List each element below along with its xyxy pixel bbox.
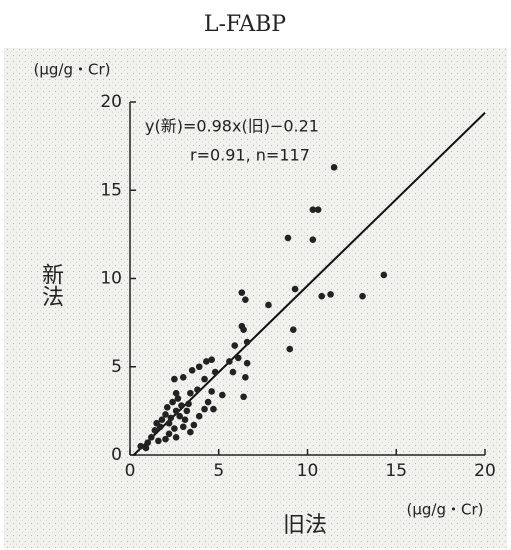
data-point xyxy=(201,375,208,383)
data-point xyxy=(330,164,338,171)
data-point xyxy=(187,389,194,397)
data-point xyxy=(190,421,198,429)
data-point xyxy=(265,301,272,309)
data-point xyxy=(284,234,292,242)
data-point xyxy=(231,342,239,349)
data-point xyxy=(380,271,388,279)
y-axis-label: 新法 xyxy=(38,263,64,307)
data-point xyxy=(178,402,185,409)
data-point xyxy=(211,368,219,376)
data-point xyxy=(188,366,196,374)
data-point xyxy=(309,236,317,243)
x-axis-label: 旧法 xyxy=(283,513,327,538)
x-tick-label: 20 xyxy=(474,461,496,481)
data-point xyxy=(314,206,322,213)
panel-background xyxy=(4,48,507,548)
data-point xyxy=(195,363,203,371)
data-point xyxy=(327,291,334,298)
data-point xyxy=(229,368,237,376)
data-point xyxy=(290,326,297,333)
y-tick-label: 10 xyxy=(100,269,122,289)
data-point xyxy=(243,338,251,346)
data-point xyxy=(174,395,182,402)
data-point xyxy=(240,326,247,333)
y-tick-label: 5 xyxy=(111,357,122,377)
x-tick-label: 0 xyxy=(125,461,136,481)
data-point xyxy=(359,292,366,300)
data-point xyxy=(201,405,208,413)
y-unit: (μg/g・Cr) xyxy=(34,61,111,79)
data-point xyxy=(169,398,176,406)
data-point xyxy=(318,292,326,300)
data-point xyxy=(195,412,203,420)
data-point xyxy=(163,404,171,411)
data-point xyxy=(187,428,194,436)
data-point xyxy=(194,386,201,393)
data-point xyxy=(242,374,249,381)
data-point xyxy=(172,407,180,415)
data-point xyxy=(151,426,159,434)
annotation: r=0.91, n=117 xyxy=(190,146,310,165)
y-tick-label: 15 xyxy=(100,180,122,200)
data-point xyxy=(204,398,212,406)
data-point xyxy=(167,414,175,422)
data-point xyxy=(242,296,249,303)
data-point xyxy=(208,388,215,395)
data-point xyxy=(243,359,251,367)
data-point xyxy=(208,356,215,363)
data-point xyxy=(210,405,217,413)
data-point xyxy=(179,423,187,431)
data-point xyxy=(172,434,180,441)
data-point xyxy=(153,419,160,427)
data-point xyxy=(181,416,189,424)
data-point xyxy=(171,425,178,432)
data-point xyxy=(226,358,233,365)
data-point xyxy=(162,411,169,418)
data-point xyxy=(165,419,173,427)
x-unit: (μg/g・Cr) xyxy=(407,501,484,519)
data-point xyxy=(185,400,192,408)
y-tick-label: 20 xyxy=(100,92,122,112)
data-point xyxy=(171,375,178,383)
data-point xyxy=(179,374,187,381)
data-point xyxy=(240,393,247,401)
x-tick-label: 15 xyxy=(385,461,407,481)
data-point xyxy=(172,389,180,397)
data-point xyxy=(137,442,144,450)
data-point xyxy=(183,407,191,415)
data-point xyxy=(144,439,152,446)
regression-line xyxy=(133,112,486,456)
data-point xyxy=(291,285,299,293)
data-point xyxy=(203,358,210,365)
data-point xyxy=(309,206,317,213)
data-point xyxy=(162,435,169,443)
data-point xyxy=(165,430,173,438)
data-point xyxy=(176,412,183,420)
y-tick-label: 0 xyxy=(111,445,122,465)
x-tick-label: 5 xyxy=(213,461,224,481)
data-point xyxy=(238,289,246,296)
data-point xyxy=(158,416,166,424)
data-point xyxy=(234,354,242,362)
data-point xyxy=(219,391,226,399)
data-point xyxy=(142,444,150,452)
annotation: y(新)=0.98x(旧)−0.21 xyxy=(145,117,319,136)
data-point xyxy=(155,437,162,445)
x-tick-label: 10 xyxy=(297,461,319,481)
chart-title: L-FABP xyxy=(204,12,286,37)
data-point xyxy=(286,345,294,353)
data-point xyxy=(148,434,155,441)
